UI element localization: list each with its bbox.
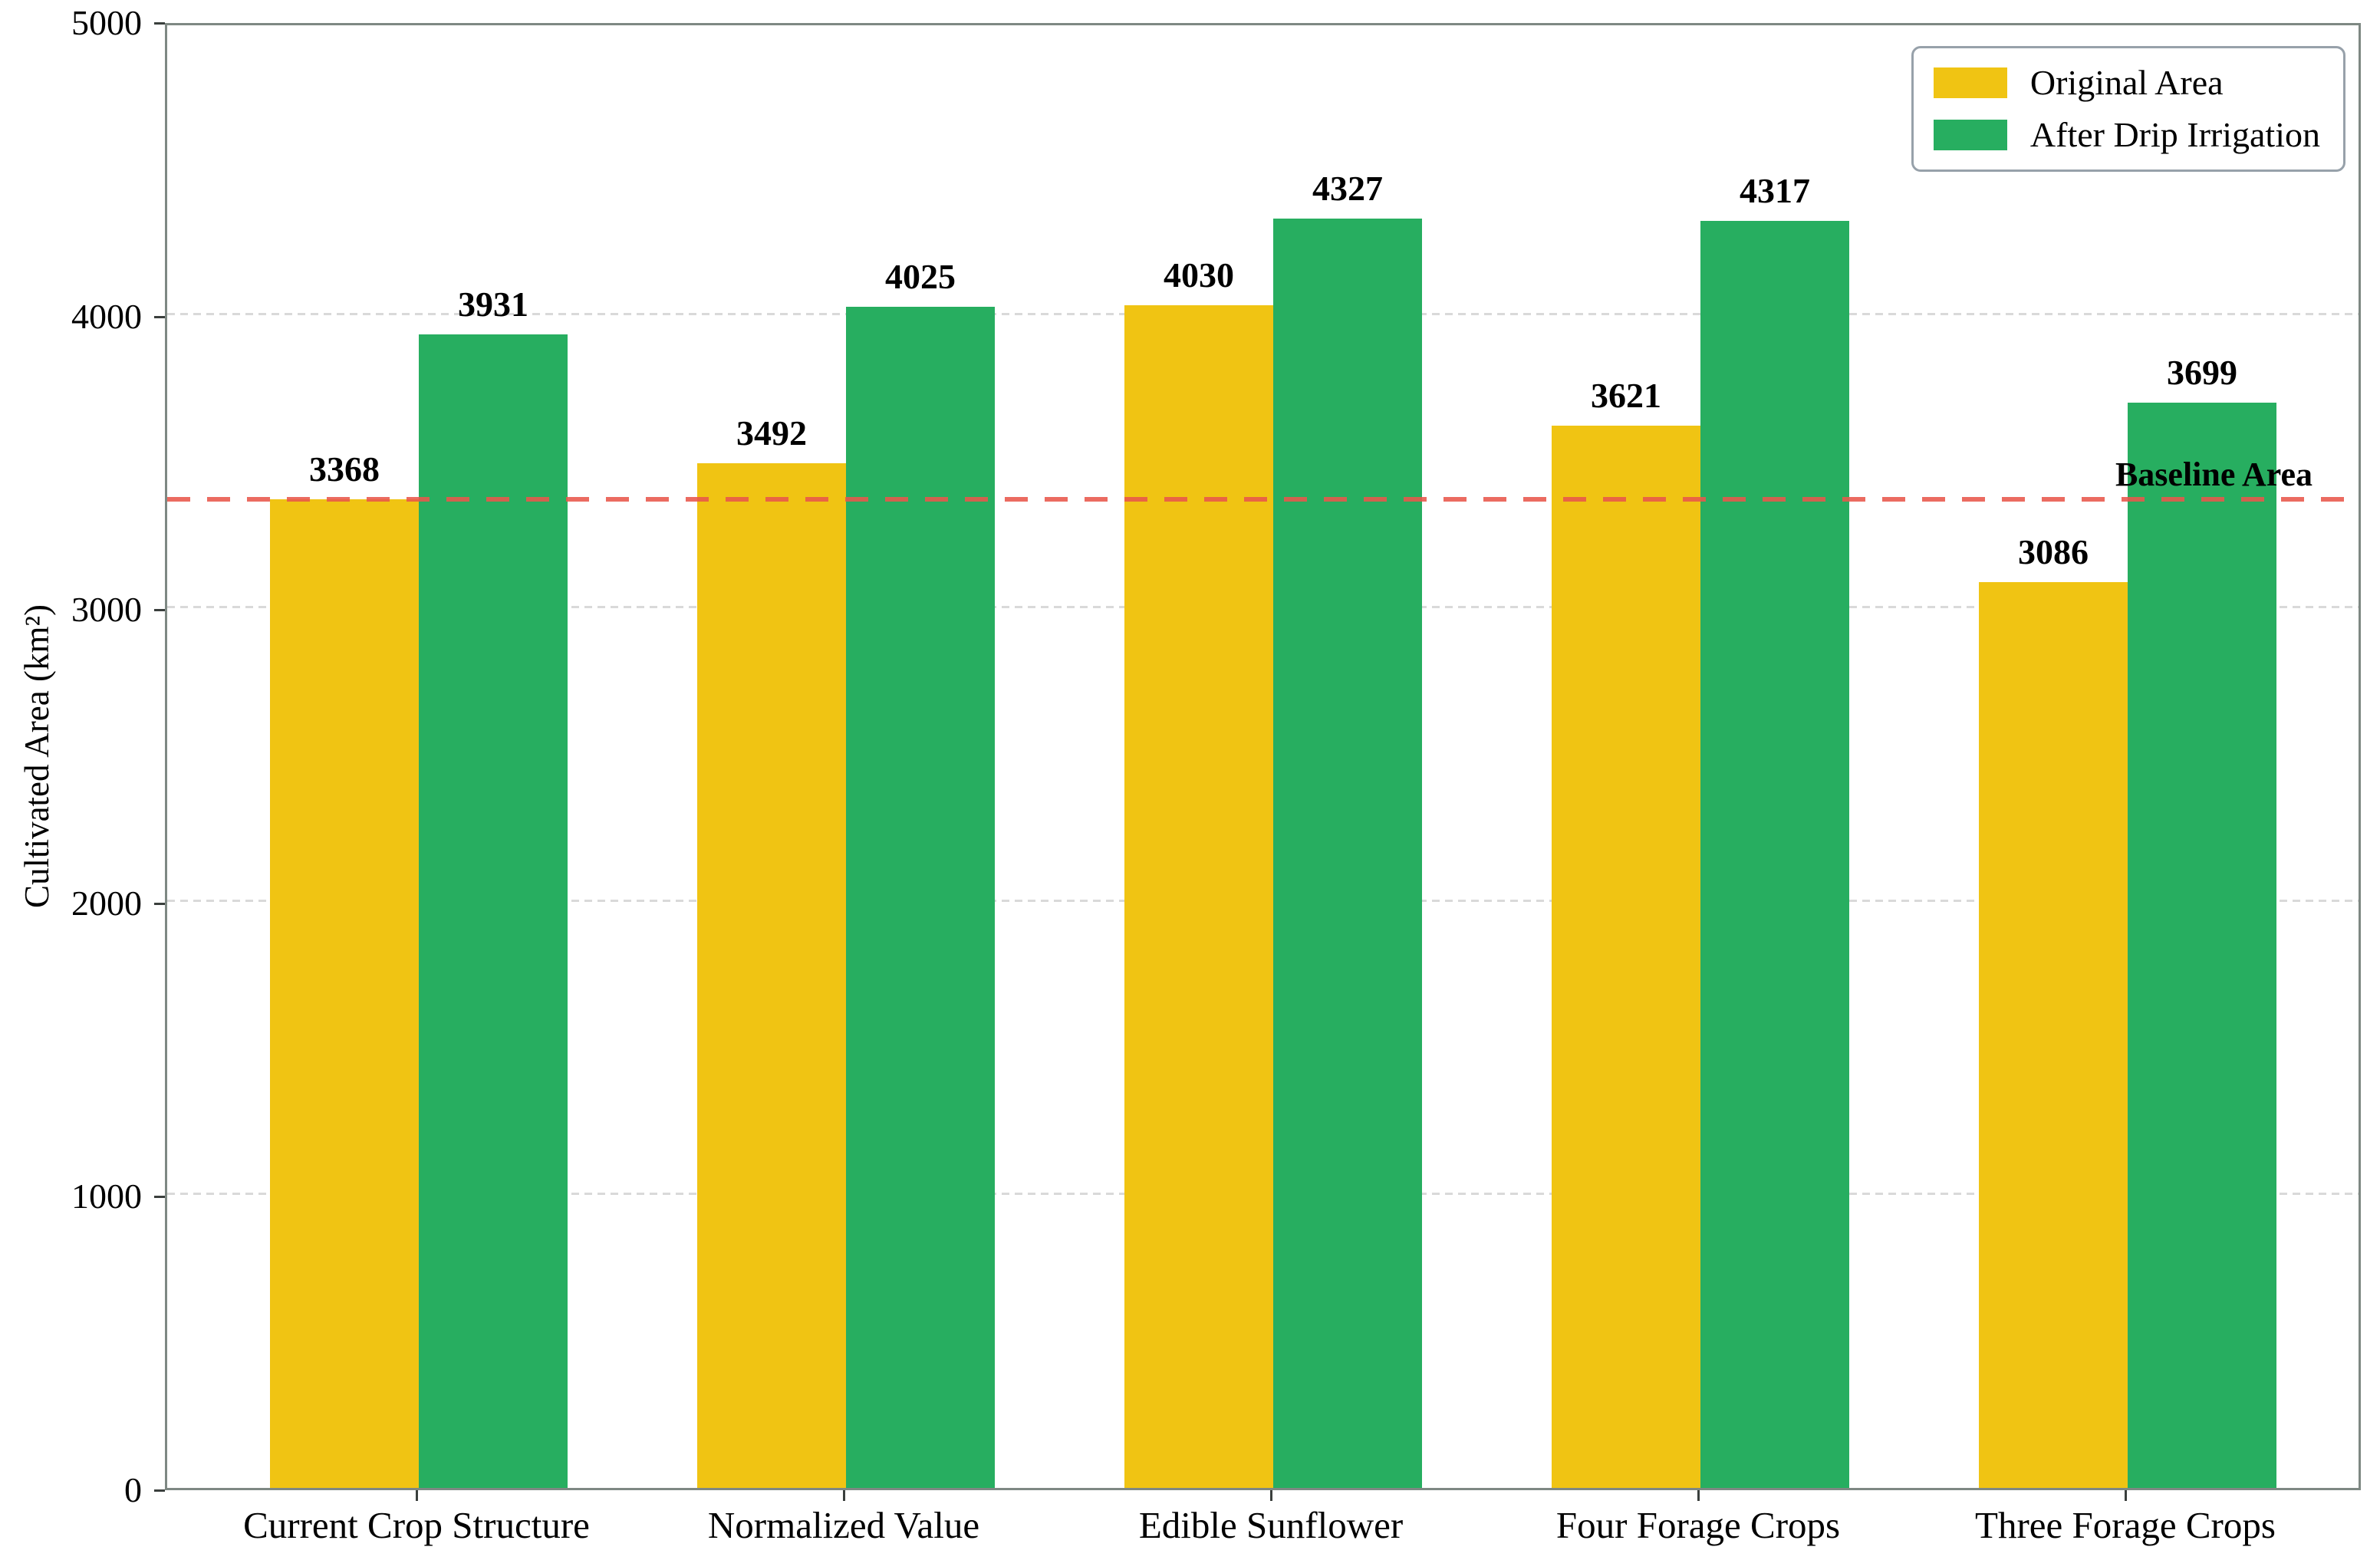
- baseline-label: Baseline Area: [2115, 456, 2313, 494]
- bar-after-drip-irrigation: [419, 334, 568, 1488]
- legend-item-after-drip-irrigation: After Drip Irrigation: [1933, 115, 2320, 154]
- legend-item-original-area: Original Area: [1933, 63, 2320, 102]
- bar-after-drip-irrigation: [1700, 221, 1849, 1488]
- bar-original-area: [1124, 305, 1273, 1488]
- x-tick-mark: [843, 1490, 845, 1501]
- bar-value-label: 4025: [885, 257, 956, 297]
- x-tick-label: Edible Sunflower: [1138, 1504, 1404, 1546]
- bar-after-drip-irrigation: [1273, 218, 1422, 1488]
- y-tick-mark: [154, 22, 165, 25]
- bar-value-label: 3699: [2167, 352, 2237, 392]
- y-axis-title: Cultivated Area (km²): [18, 604, 56, 908]
- bar-value-label: 4317: [1740, 171, 1810, 211]
- bar-original-area: [1552, 425, 1700, 1488]
- bar-original-area: [1979, 582, 2128, 1488]
- y-tick-label: 3000: [71, 590, 142, 630]
- y-tick-label: 2000: [71, 883, 142, 923]
- x-tick-label: Four Forage Crops: [1555, 1504, 1841, 1546]
- x-tick-label: Normalized Value: [707, 1504, 980, 1546]
- bar-value-label: 4327: [1312, 168, 1383, 208]
- y-tick-mark: [154, 609, 165, 612]
- y-tick-label: 1000: [71, 1177, 142, 1216]
- bar-value-label: 3931: [458, 285, 528, 324]
- baseline-dashed-line: [167, 497, 2359, 502]
- legend-swatch-after-drip-irrigation: [1933, 120, 2007, 150]
- x-tick-label: Three Forage Crops: [1975, 1504, 2276, 1546]
- y-tick-mark: [154, 1196, 165, 1199]
- bar-original-area: [697, 462, 846, 1488]
- y-tick-label: 0: [124, 1470, 142, 1509]
- y-tick-label: 4000: [71, 296, 142, 336]
- bar-value-label: 4030: [1164, 255, 1234, 295]
- plot-area: 3368 3931 3492 4025 4030 4327 3621 4317 3086 3699…: [165, 23, 2361, 1490]
- legend: Original Area After Drip Irrigation: [1911, 46, 2345, 172]
- y-tick-label: 5000: [71, 3, 142, 42]
- y-tick-mark: [154, 902, 165, 905]
- bar-after-drip-irrigation: [846, 307, 995, 1488]
- bar-original-area: [270, 499, 419, 1488]
- legend-label: After Drip Irrigation: [2029, 115, 2320, 154]
- bar-value-label: 3368: [309, 449, 380, 489]
- y-tick-mark: [154, 1489, 165, 1492]
- bar-value-label: 3621: [1591, 375, 1661, 415]
- legend-swatch-original-area: [1933, 67, 2007, 98]
- y-tick-mark: [154, 315, 165, 318]
- x-tick-mark: [1270, 1490, 1272, 1501]
- bar-after-drip-irrigation: [2128, 402, 2276, 1488]
- legend-label: Original Area: [2029, 63, 2224, 102]
- bar-value-label: 3086: [2018, 532, 2089, 572]
- x-tick-mark: [2125, 1490, 2127, 1501]
- x-tick-mark: [1697, 1490, 1700, 1501]
- bar-value-label: 3492: [736, 413, 807, 453]
- x-tick-mark: [416, 1490, 418, 1501]
- x-tick-label: Current Crop Structure: [243, 1504, 590, 1546]
